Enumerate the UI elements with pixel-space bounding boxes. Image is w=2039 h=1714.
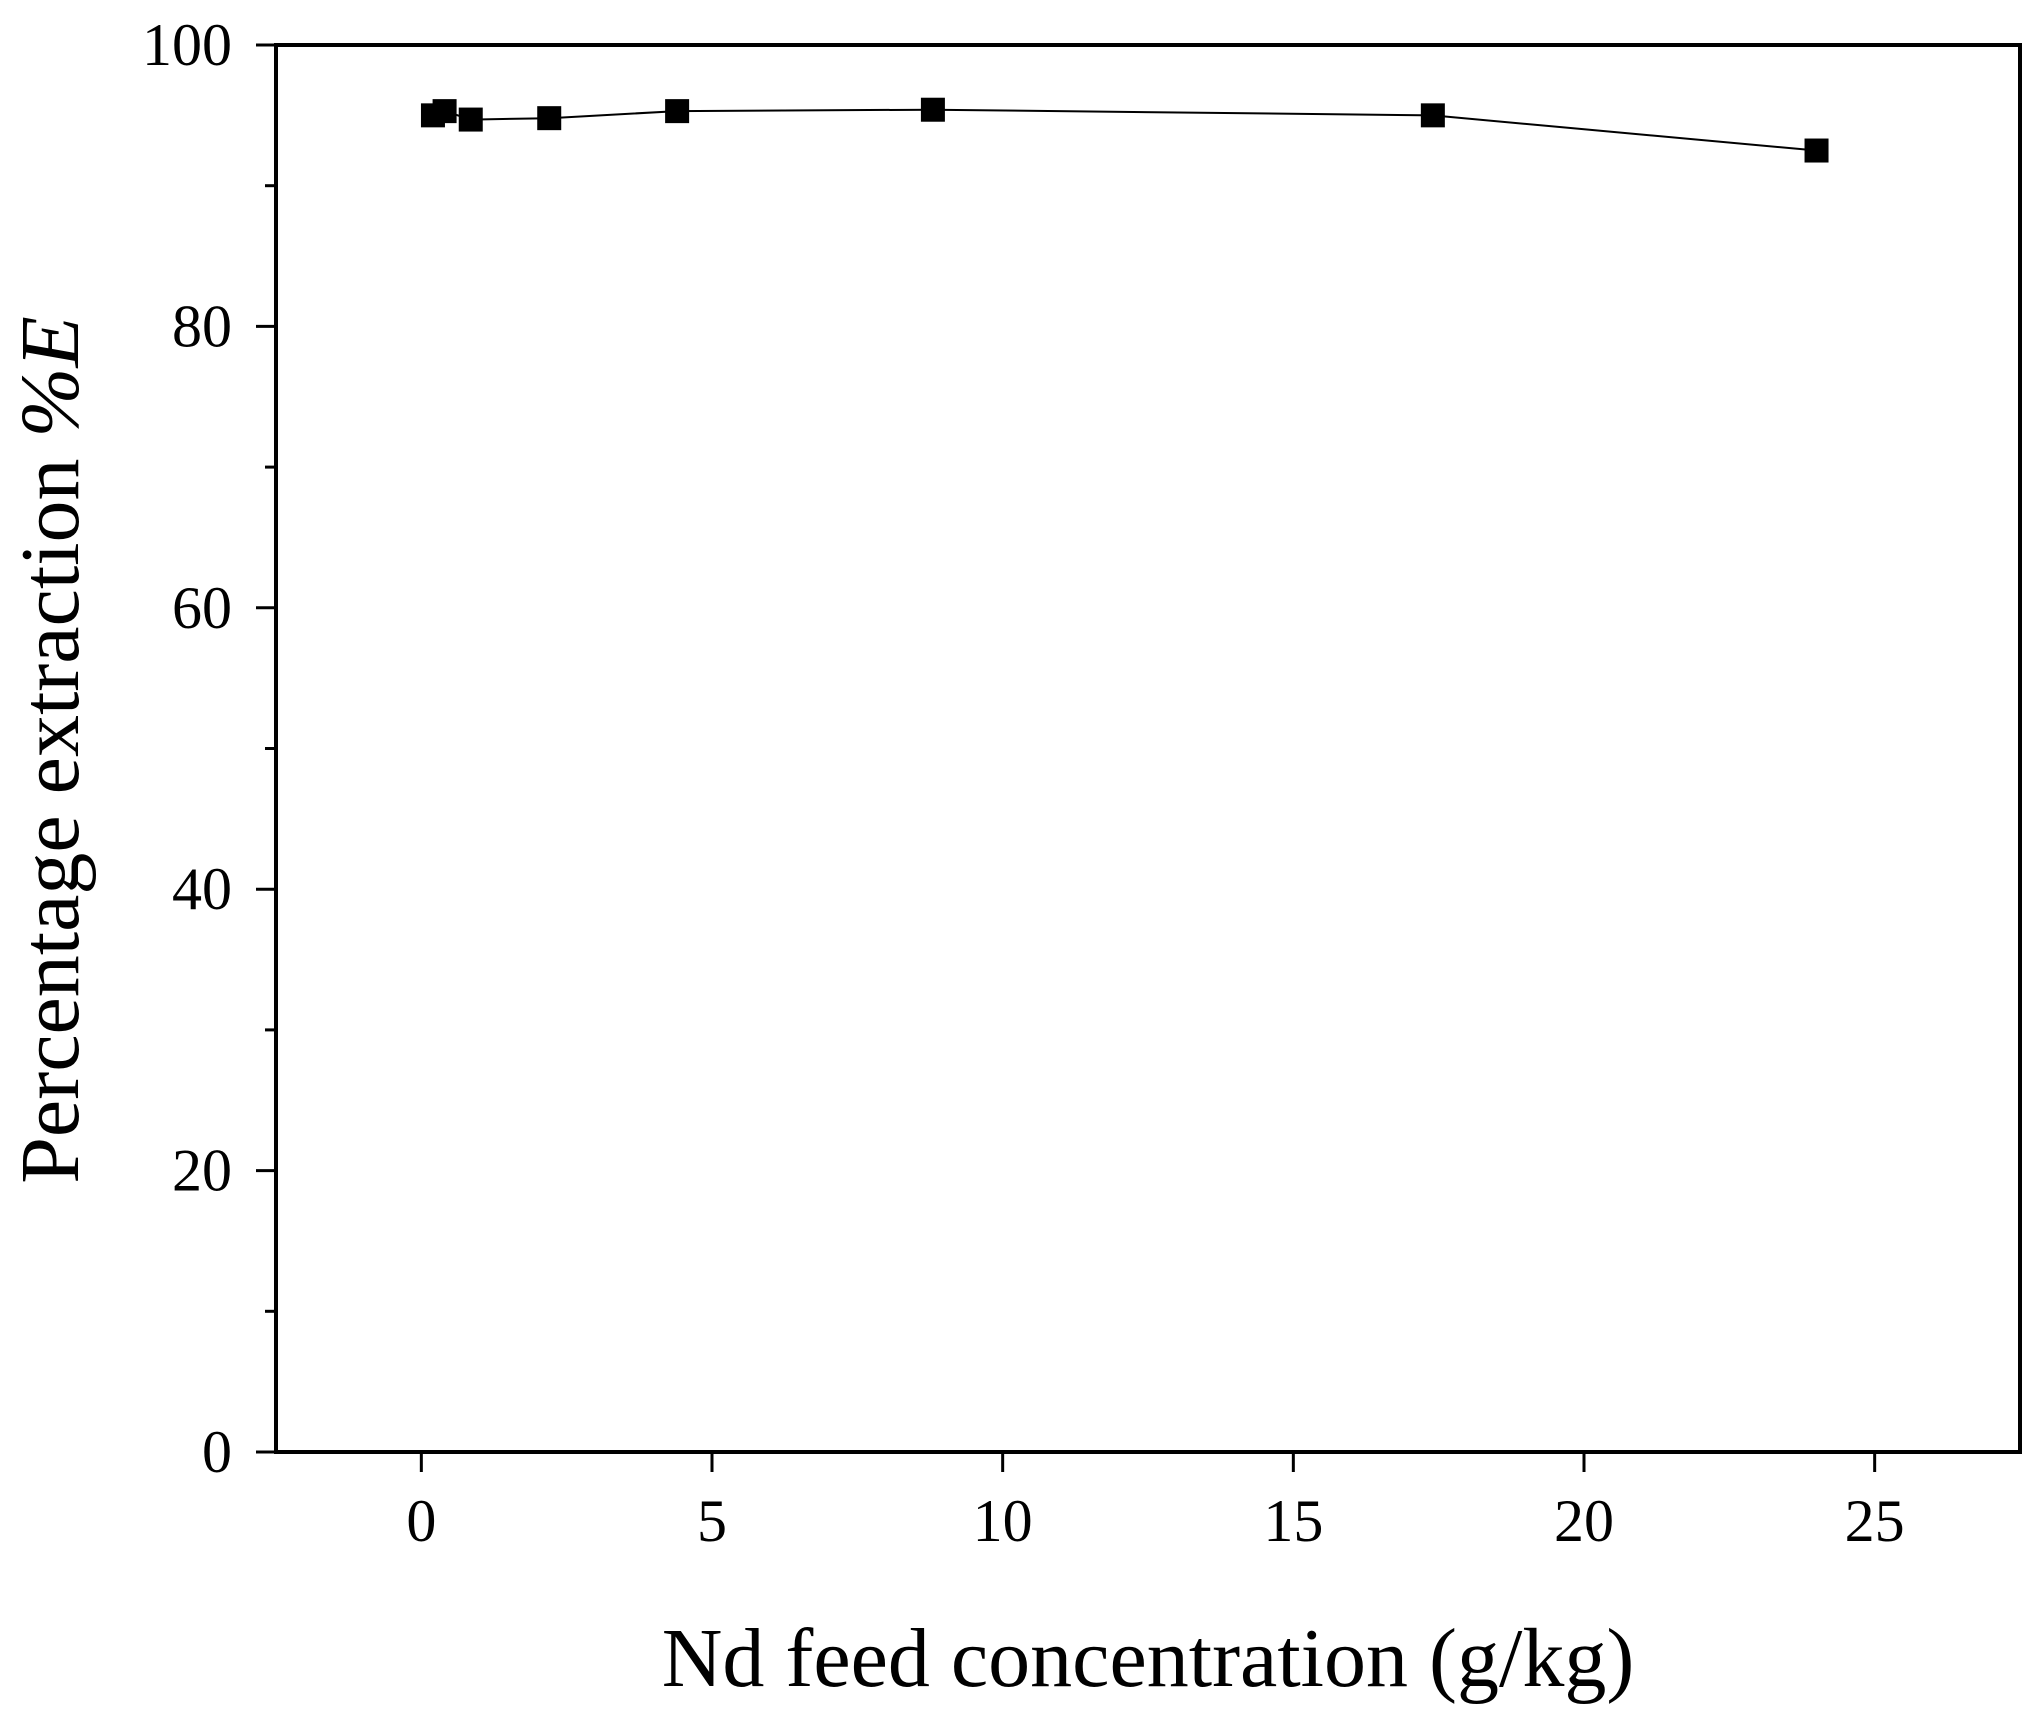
data-point bbox=[1420, 103, 1445, 128]
y-axis-title-symbol: %E bbox=[4, 316, 97, 437]
y-tick-label: 100 bbox=[142, 12, 232, 78]
x-tick-label: 5 bbox=[697, 1488, 727, 1554]
y-tick-label: 20 bbox=[172, 1138, 232, 1204]
data-point bbox=[432, 99, 457, 124]
y-tick-label: 80 bbox=[172, 293, 232, 359]
x-tick-label: 10 bbox=[973, 1488, 1033, 1554]
x-axis-title: Nd feed concentration (g/kg) bbox=[662, 1612, 1635, 1705]
y-axis-title: Percentage extraction %E bbox=[4, 316, 97, 1184]
x-tick-label: 20 bbox=[1554, 1488, 1614, 1554]
y-axis-title-text: Percentage extraction bbox=[4, 459, 97, 1184]
series-line bbox=[432, 108, 1817, 152]
data-point bbox=[1804, 138, 1829, 163]
y-tick-label: 60 bbox=[172, 575, 232, 641]
data-point bbox=[920, 97, 945, 122]
x-tick-label: 25 bbox=[1845, 1488, 1905, 1554]
y-tick-label: 0 bbox=[202, 1419, 232, 1485]
data-markers bbox=[420, 97, 1829, 163]
plot-frame bbox=[274, 43, 2022, 1454]
y-axis-ticks: 0 20 40 60 80 100 bbox=[142, 12, 276, 1485]
y-tick-label: 40 bbox=[172, 856, 232, 922]
x-tick-label: 0 bbox=[406, 1488, 436, 1554]
x-axis-ticks: 0 5 10 15 20 25 bbox=[406, 1452, 1905, 1554]
data-point bbox=[537, 106, 562, 131]
data-point bbox=[665, 99, 690, 124]
data-point bbox=[458, 107, 483, 132]
x-tick-label: 15 bbox=[1263, 1488, 1323, 1554]
